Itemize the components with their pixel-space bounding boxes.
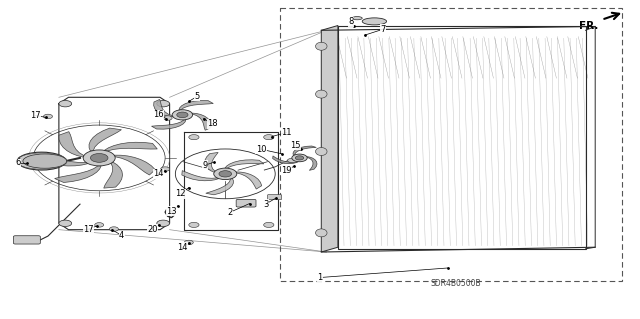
Text: 8: 8	[348, 17, 353, 26]
Ellipse shape	[316, 90, 327, 98]
Ellipse shape	[23, 154, 67, 168]
Polygon shape	[182, 171, 219, 181]
Ellipse shape	[362, 18, 387, 25]
Text: 6: 6	[15, 158, 20, 167]
Circle shape	[161, 167, 170, 171]
Text: 17: 17	[30, 111, 40, 120]
Polygon shape	[152, 120, 186, 129]
Text: 4: 4	[119, 231, 124, 240]
Text: 14: 14	[154, 169, 164, 178]
Text: 3: 3	[263, 200, 268, 209]
Circle shape	[157, 220, 170, 226]
Circle shape	[59, 100, 72, 107]
Circle shape	[295, 156, 304, 160]
Polygon shape	[273, 156, 298, 164]
Text: 1: 1	[317, 273, 323, 282]
Ellipse shape	[316, 229, 327, 237]
Polygon shape	[321, 26, 338, 252]
Text: 13: 13	[166, 207, 177, 216]
Text: 10: 10	[256, 145, 266, 154]
Circle shape	[189, 222, 199, 227]
Text: 12: 12	[175, 189, 186, 198]
Circle shape	[83, 150, 115, 166]
Circle shape	[59, 220, 72, 226]
Text: 16: 16	[154, 110, 164, 119]
Polygon shape	[104, 142, 157, 151]
Polygon shape	[236, 172, 262, 189]
Circle shape	[95, 223, 104, 227]
Polygon shape	[293, 146, 316, 155]
Ellipse shape	[287, 158, 299, 163]
Text: 19: 19	[282, 166, 292, 175]
Polygon shape	[54, 166, 101, 182]
Text: 14: 14	[177, 243, 188, 252]
Circle shape	[214, 168, 237, 180]
Circle shape	[163, 116, 172, 120]
Text: 15: 15	[291, 141, 301, 150]
Text: 5: 5	[195, 92, 200, 101]
Circle shape	[264, 135, 274, 140]
Polygon shape	[114, 155, 156, 175]
Text: 9: 9	[202, 161, 207, 170]
Circle shape	[189, 135, 199, 140]
Polygon shape	[307, 157, 317, 170]
Bar	[280, 8, 622, 281]
Ellipse shape	[316, 42, 327, 50]
Text: 11: 11	[282, 128, 292, 137]
Circle shape	[157, 100, 170, 107]
Ellipse shape	[17, 152, 66, 170]
Ellipse shape	[316, 147, 327, 156]
Text: FR.: FR.	[579, 21, 598, 31]
Polygon shape	[104, 162, 122, 188]
Polygon shape	[206, 178, 234, 195]
Text: 7: 7	[380, 25, 385, 34]
Circle shape	[264, 222, 274, 227]
Circle shape	[172, 110, 193, 120]
Circle shape	[177, 112, 188, 118]
Text: 2: 2	[228, 208, 233, 217]
Circle shape	[109, 227, 118, 231]
Circle shape	[292, 154, 307, 162]
Polygon shape	[38, 153, 88, 166]
Text: 17: 17	[83, 225, 93, 234]
FancyBboxPatch shape	[236, 199, 256, 207]
Polygon shape	[154, 100, 173, 116]
Polygon shape	[192, 113, 211, 130]
Circle shape	[184, 240, 193, 245]
Text: 18: 18	[207, 119, 218, 128]
Circle shape	[90, 153, 108, 162]
Polygon shape	[89, 128, 122, 151]
Polygon shape	[225, 160, 264, 168]
Circle shape	[219, 171, 232, 177]
FancyBboxPatch shape	[268, 195, 282, 200]
Text: SDR4B0500B: SDR4B0500B	[430, 279, 481, 288]
Polygon shape	[59, 132, 84, 157]
Bar	[338, 26, 586, 249]
Circle shape	[44, 114, 52, 119]
Polygon shape	[179, 100, 213, 110]
Ellipse shape	[352, 17, 362, 20]
Polygon shape	[205, 152, 218, 172]
Text: 20: 20	[147, 225, 157, 234]
FancyBboxPatch shape	[13, 236, 40, 244]
